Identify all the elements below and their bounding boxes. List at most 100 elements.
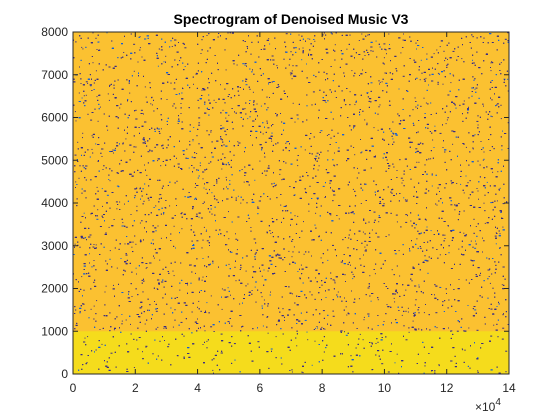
spectrogram-speckle bbox=[107, 93, 109, 95]
spectrogram-speckle bbox=[163, 61, 165, 63]
spectrogram-speckle bbox=[468, 327, 470, 329]
spectrogram-speckle bbox=[226, 296, 229, 298]
spectrogram-speckle bbox=[253, 238, 256, 240]
spectrogram-speckle bbox=[78, 92, 80, 94]
spectrogram-speckle bbox=[82, 132, 84, 134]
spectrogram-speckle bbox=[145, 345, 148, 347]
spectrogram-speckle bbox=[300, 264, 302, 266]
spectrogram-speckle bbox=[252, 91, 254, 93]
spectrogram-speckle bbox=[472, 59, 473, 61]
spectrogram-speckle bbox=[386, 304, 388, 306]
spectrogram-speckle bbox=[353, 301, 356, 303]
spectrogram-speckle bbox=[125, 319, 127, 321]
spectrogram-speckle bbox=[314, 40, 316, 42]
spectrogram-speckle bbox=[267, 332, 269, 334]
spectrogram-speckle bbox=[157, 65, 159, 67]
spectrogram-speckle bbox=[415, 148, 418, 150]
spectrogram-speckle bbox=[95, 244, 97, 246]
spectrogram-speckle bbox=[354, 104, 356, 106]
spectrogram-speckle bbox=[228, 211, 229, 213]
spectrogram-speckle bbox=[405, 339, 408, 341]
spectrogram-speckle bbox=[108, 179, 110, 180]
spectrogram-speckle bbox=[454, 209, 456, 211]
spectrogram-speckle bbox=[482, 159, 484, 161]
spectrogram-speckle bbox=[220, 138, 222, 140]
spectrogram-speckle bbox=[93, 260, 95, 261]
spectrogram-speckle bbox=[317, 169, 319, 171]
spectrogram-speckle bbox=[211, 192, 213, 194]
spectrogram-speckle bbox=[412, 320, 414, 322]
spectrogram-speckle bbox=[125, 138, 127, 140]
spectrogram-speckle bbox=[426, 53, 428, 55]
spectrogram-speckles bbox=[73, 32, 510, 374]
spectrogram-speckle bbox=[367, 34, 369, 36]
spectrogram-speckle bbox=[206, 340, 208, 342]
spectrogram-speckle bbox=[227, 287, 229, 289]
spectrogram-speckle bbox=[239, 303, 241, 305]
spectrogram-speckle bbox=[74, 154, 77, 156]
spectrogram-speckle bbox=[315, 155, 318, 157]
spectrogram-speckle bbox=[332, 244, 334, 246]
spectrogram-speckle bbox=[400, 52, 402, 54]
spectrogram-speckle bbox=[173, 88, 176, 90]
spectrogram-speckle bbox=[166, 124, 168, 125]
spectrogram-speckle bbox=[224, 130, 227, 132]
spectrogram-speckle bbox=[433, 53, 435, 55]
spectrogram-speckle bbox=[130, 323, 131, 325]
spectrogram-speckle bbox=[157, 225, 159, 227]
spectrogram-speckle bbox=[462, 143, 465, 144]
spectrogram-speckle bbox=[490, 308, 493, 310]
spectrogram-speckle bbox=[186, 148, 188, 150]
spectrogram-speckle bbox=[304, 149, 306, 151]
spectrogram-speckle bbox=[297, 271, 299, 272]
spectrogram-speckle bbox=[89, 253, 90, 255]
spectrogram-speckle bbox=[87, 336, 89, 338]
spectrogram-speckle bbox=[164, 340, 165, 341]
spectrogram-speckle bbox=[85, 94, 87, 96]
spectrogram-speckle bbox=[145, 267, 147, 269]
spectrogram-speckle bbox=[299, 277, 301, 279]
spectrogram-speckle bbox=[291, 293, 293, 295]
spectrogram-speckle bbox=[251, 290, 253, 291]
spectrogram-speckle bbox=[332, 315, 335, 317]
spectrogram-speckle bbox=[285, 142, 287, 144]
spectrogram-speckle bbox=[236, 249, 238, 251]
spectrogram-speckle bbox=[430, 158, 432, 160]
spectrogram-speckle bbox=[173, 225, 175, 227]
spectrogram-speckle bbox=[230, 294, 231, 296]
spectrogram-speckle bbox=[201, 89, 203, 91]
spectrogram-speckle bbox=[302, 372, 304, 374]
spectrogram-speckle bbox=[338, 218, 340, 220]
spectrogram-speckle bbox=[237, 216, 240, 218]
spectrogram-speckle bbox=[204, 330, 206, 332]
spectrogram-speckle bbox=[209, 236, 211, 238]
spectrogram-speckle bbox=[121, 292, 124, 293]
spectrogram-speckle bbox=[203, 226, 205, 228]
spectrogram-speckle bbox=[291, 371, 293, 373]
spectrogram-speckle bbox=[396, 353, 398, 355]
spectrogram-speckle bbox=[439, 46, 441, 48]
spectrogram-speckle bbox=[405, 214, 408, 216]
spectrogram-speckle bbox=[244, 63, 247, 64]
spectrogram-speckle bbox=[91, 148, 93, 150]
spectrogram-speckle bbox=[90, 308, 92, 310]
spectrogram-speckle bbox=[371, 229, 373, 231]
spectrogram-speckle bbox=[247, 283, 249, 285]
spectrogram-speckle bbox=[488, 276, 490, 277]
spectrogram-speckle bbox=[245, 84, 248, 86]
spectrogram-speckle bbox=[474, 88, 476, 90]
spectrogram-speckle bbox=[230, 251, 233, 253]
spectrogram-speckle bbox=[221, 168, 223, 170]
spectrogram-speckle bbox=[196, 153, 198, 154]
spectrogram-speckle bbox=[206, 35, 208, 36]
spectrogram-speckle bbox=[139, 36, 141, 38]
spectrogram-speckle bbox=[418, 161, 420, 163]
spectrogram-speckle bbox=[296, 345, 298, 347]
spectrogram-speckle bbox=[337, 291, 339, 293]
spectrogram-speckle bbox=[169, 205, 171, 207]
spectrogram-speckle bbox=[275, 336, 277, 338]
spectrogram-speckle bbox=[243, 298, 245, 299]
spectrogram-speckle bbox=[349, 91, 351, 93]
spectrogram-speckle bbox=[135, 243, 137, 245]
